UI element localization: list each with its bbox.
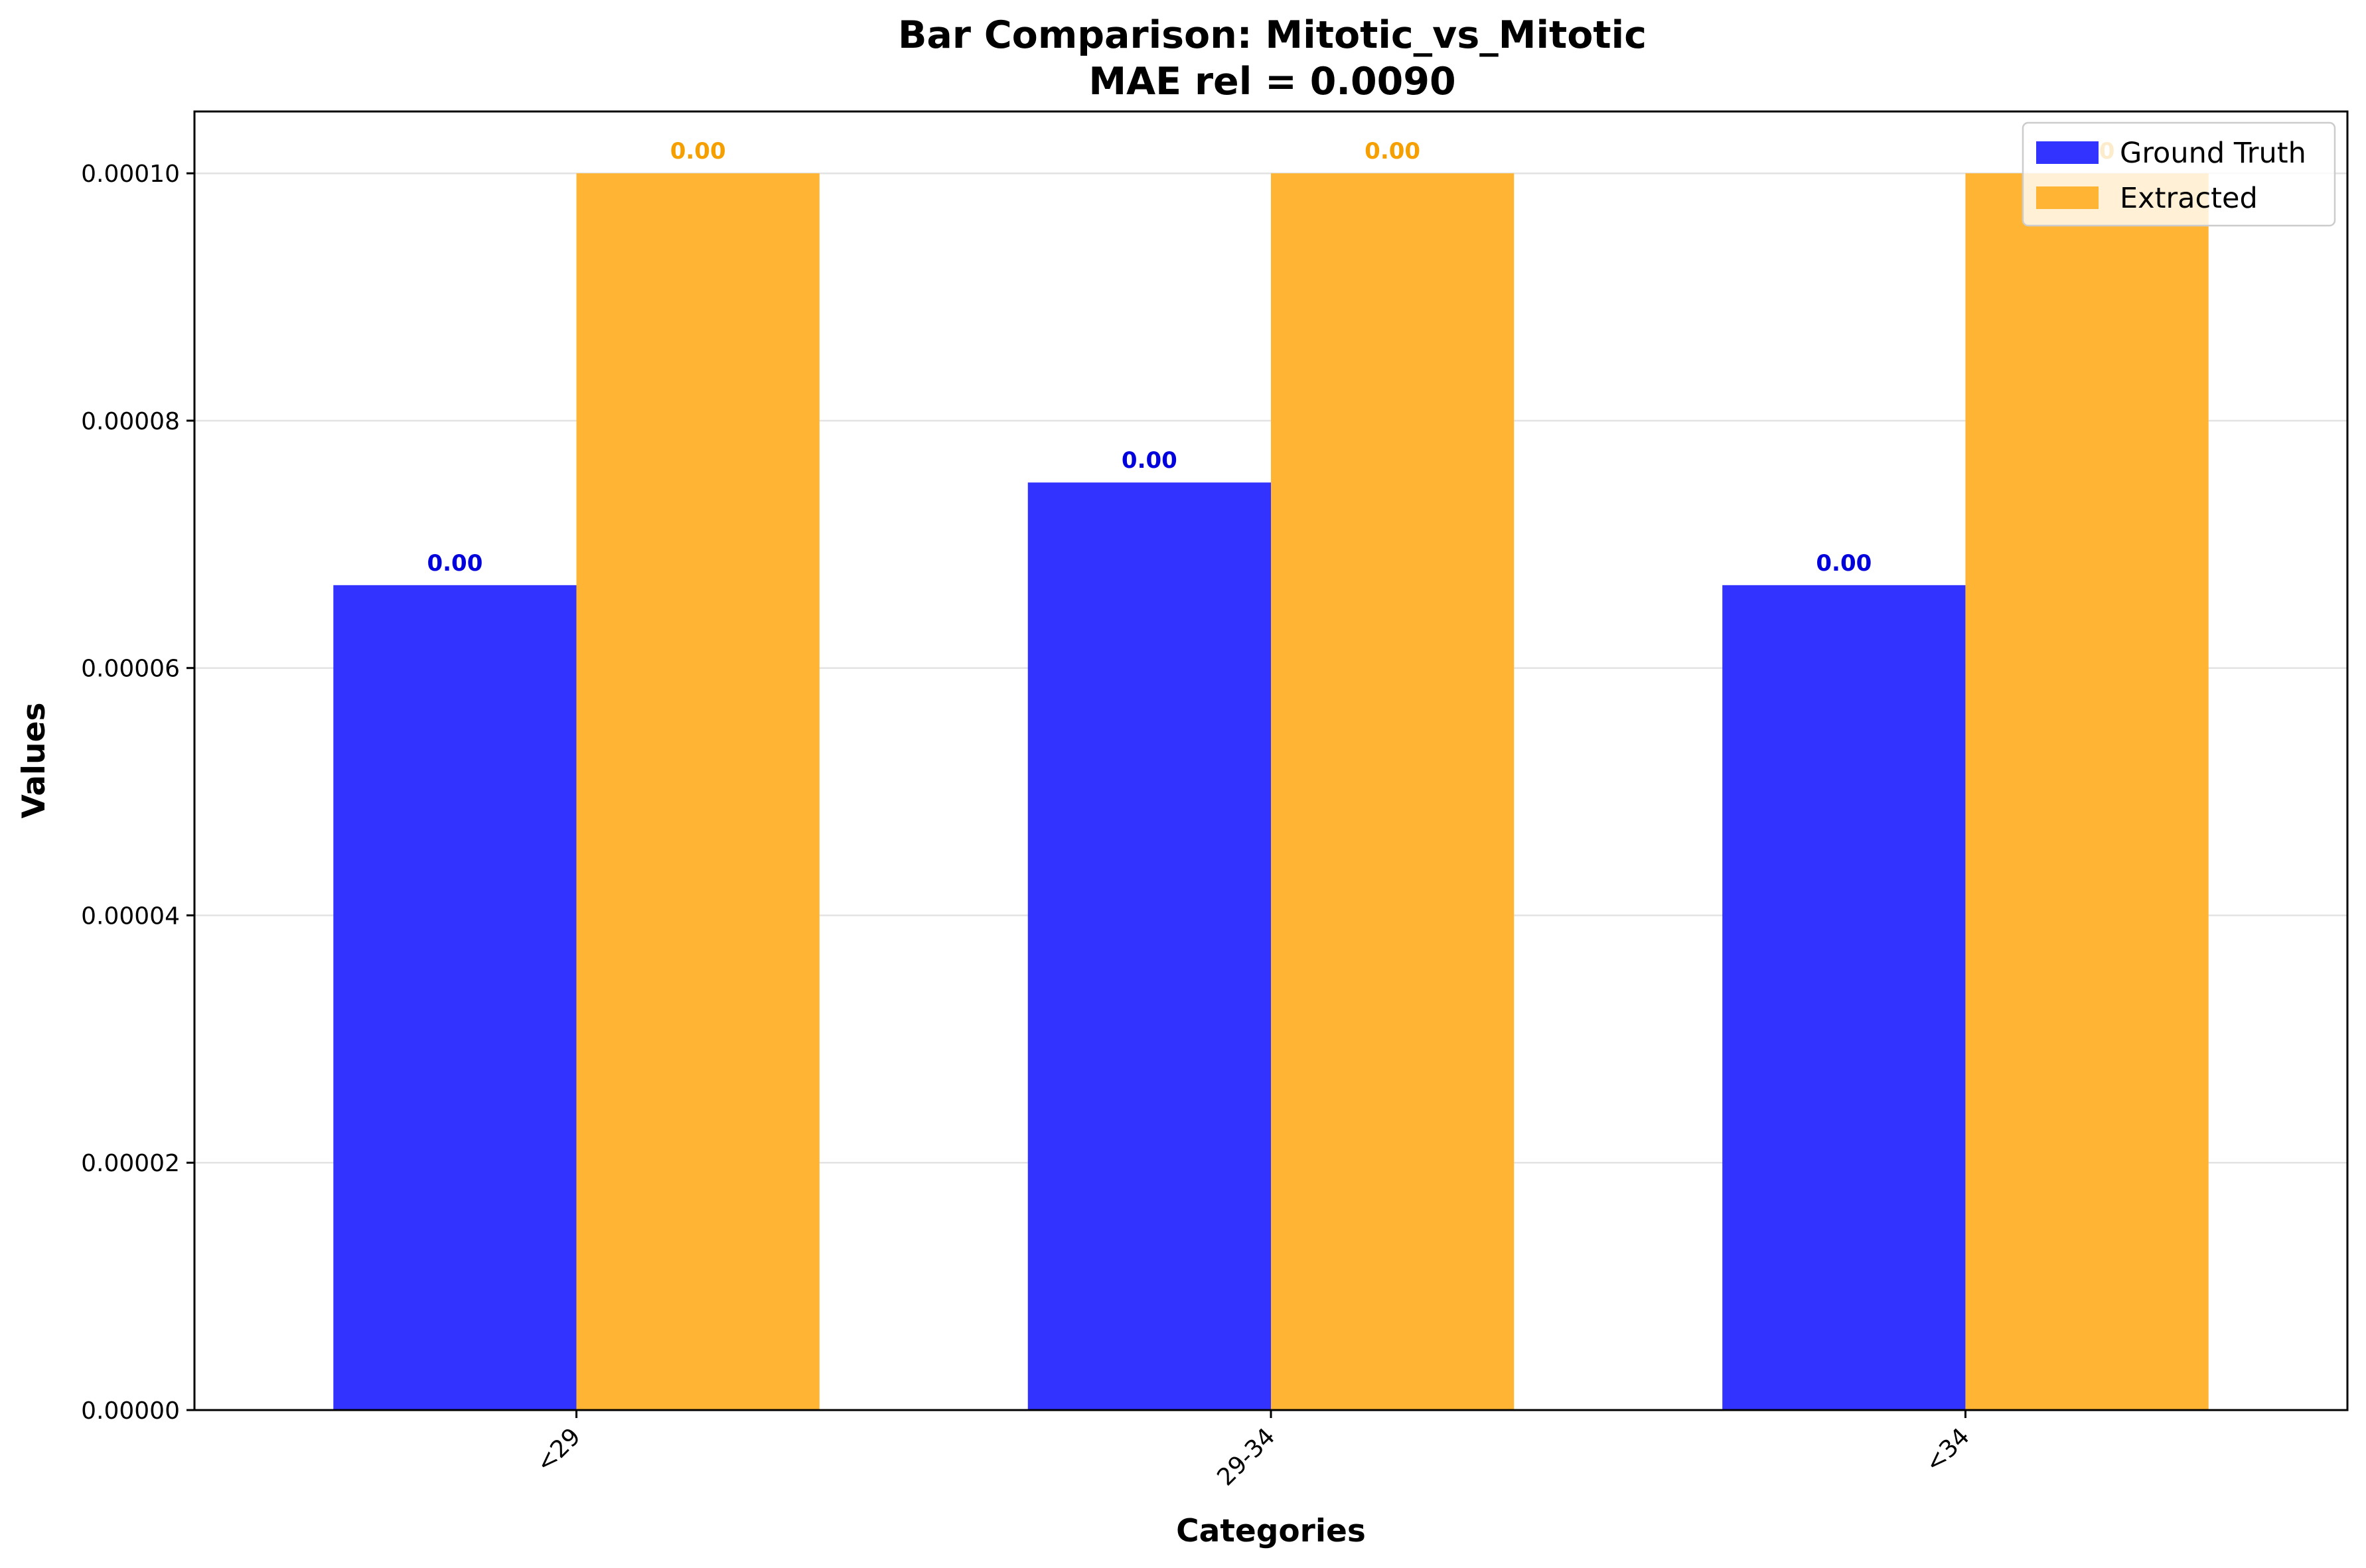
legend-swatch xyxy=(2036,141,2099,164)
x-tick-label: <34 xyxy=(1920,1423,1975,1478)
y-tick-label: 0.00002 xyxy=(81,1150,180,1177)
legend-swatch xyxy=(2036,186,2099,209)
bar-value-label: 0.00 xyxy=(1365,138,1420,165)
x-tick-label: 29-34 xyxy=(1212,1423,1280,1491)
chart-subtitle: MAE rel = 0.0090 xyxy=(1088,60,1455,104)
bar-value-label: 0.00 xyxy=(427,550,482,577)
bar-extracted xyxy=(1965,173,2209,1411)
y-tick-label: 0.00010 xyxy=(81,161,180,188)
y-tick-label: 0.00000 xyxy=(81,1397,180,1425)
bar-ground-truth xyxy=(1027,482,1271,1411)
legend: Ground Truth Extracted xyxy=(2022,121,2336,227)
bar-extracted xyxy=(1271,173,1515,1411)
y-tick-label: 0.00008 xyxy=(81,408,180,435)
bar-ground-truth xyxy=(1722,585,1966,1410)
x-axis-label: Categories xyxy=(1176,1513,1366,1549)
legend-label: Extracted xyxy=(2120,182,2258,215)
bars xyxy=(333,173,2209,1411)
x-tick-label: <29 xyxy=(531,1423,586,1478)
bar-value-label: 0.00 xyxy=(1816,550,1872,577)
bar-value-label: 0.00 xyxy=(1122,447,1177,474)
bar-ground-truth xyxy=(333,585,577,1410)
y-tick-label: 0.00004 xyxy=(81,902,180,930)
bar-value-label: 0.00 xyxy=(670,138,726,165)
y-tick-label: 0.00006 xyxy=(81,656,180,683)
y-axis: 0.00000 0.00002 0.00004 0.00006 0.00008 0.000… xyxy=(81,161,194,1425)
chart-title: Bar Comparison: Mitotic_vs_Mitotic xyxy=(898,13,1647,57)
legend-box xyxy=(2022,121,2336,227)
y-axis-label: Values xyxy=(16,703,52,819)
legend-label: Ground Truth xyxy=(2120,137,2306,170)
bar-extracted xyxy=(576,173,820,1411)
x-axis: <29 29-34 <34 xyxy=(531,1410,1975,1491)
